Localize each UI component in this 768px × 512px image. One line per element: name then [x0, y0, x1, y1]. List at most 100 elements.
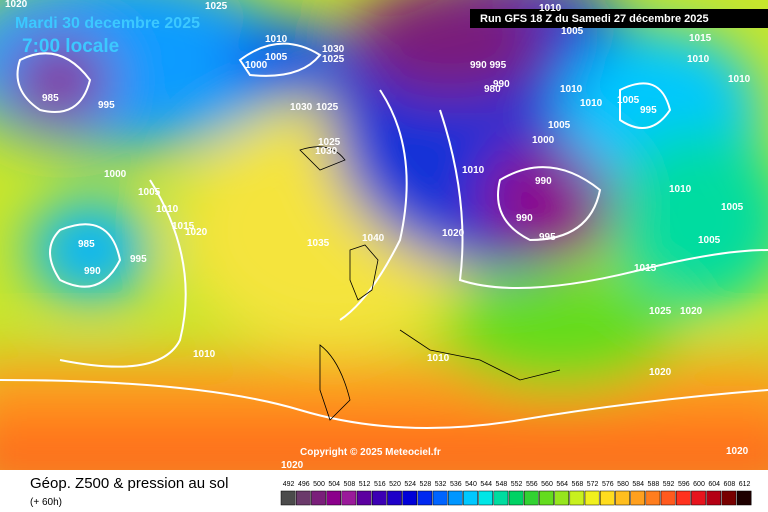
- scale-label: 556: [526, 481, 538, 488]
- scale-swatch: [326, 490, 342, 506]
- isobar-label: 980: [484, 84, 501, 95]
- scale-swatch: [295, 490, 311, 506]
- scale-label: 516: [374, 481, 386, 488]
- map-field: [0, 0, 768, 500]
- scale-label: 524: [404, 481, 416, 488]
- scale-label: 596: [678, 481, 690, 488]
- scale-label: 492: [283, 481, 295, 488]
- scale-swatch: [341, 490, 357, 506]
- scale-swatch: [645, 490, 661, 506]
- color-scale: 492 496 500 504 508 512 516 520 524 528 532 536 540 5…: [280, 481, 752, 506]
- copyright: Copyright © 2025 Meteociel.fr: [300, 447, 441, 458]
- run-info: Run GFS 18 Z du Samedi 27 décembre 2025: [480, 13, 709, 25]
- scale-swatch: [311, 490, 326, 506]
- isobar-label: 990: [535, 176, 552, 187]
- scale-swatch: [539, 490, 554, 506]
- isobar-label: 1010: [580, 98, 603, 109]
- isobar-label: 1025: [316, 102, 339, 113]
- scale-label: 572: [587, 481, 599, 488]
- scale-swatch: [599, 490, 615, 506]
- forecast-date: Mardi 30 decembre 2025: [15, 15, 200, 32]
- scale-swatch: [691, 490, 706, 506]
- isobar-label: 1010: [427, 353, 450, 364]
- scale-swatch: [554, 490, 570, 506]
- legend-title: Géop. Z500 & pression au sol: [30, 475, 228, 492]
- isobar-label: 1020: [649, 367, 672, 378]
- scale-label: 584: [632, 481, 644, 488]
- scale-swatch: [432, 490, 448, 506]
- isobar-label: 1000: [104, 169, 127, 180]
- isobar-label: 1025: [205, 1, 228, 12]
- scale-swatch: [675, 490, 691, 506]
- isobar-label: 1010: [462, 165, 485, 176]
- scale-swatch: [447, 490, 463, 506]
- isobar-label: 1005: [617, 95, 640, 106]
- isobar-label: 1010: [539, 3, 562, 14]
- isobar-label: 1010: [669, 184, 692, 195]
- scale-label: 564: [556, 481, 568, 488]
- scale-label: 500: [313, 481, 325, 488]
- isobar-label: 995: [130, 254, 147, 265]
- isobar-label: 990: [516, 213, 533, 224]
- isobar-label: 990 995: [470, 60, 507, 71]
- scale-swatch: [721, 490, 737, 506]
- scale-label: 520: [389, 481, 401, 488]
- isobar-label: 1035: [307, 238, 330, 249]
- isobar-label: 1020: [5, 0, 28, 10]
- scale-label: 592: [663, 481, 675, 488]
- isobar-label: 1020: [185, 227, 208, 238]
- coastlines: [299, 146, 561, 421]
- isobar-label: 1040: [362, 233, 385, 244]
- scale-label: 536: [450, 481, 462, 488]
- isobar-lines: [0, 42, 768, 429]
- forecast-lead: (+ 60h): [30, 497, 62, 508]
- isobar-label: 1020: [281, 460, 304, 471]
- scale-swatch: [478, 490, 494, 506]
- isobar-label: 990: [493, 79, 510, 90]
- forecast-time: 7:00 locale: [22, 36, 119, 57]
- scale-label: 528: [420, 481, 432, 488]
- isobar-label: 1030: [322, 44, 345, 55]
- scale-label: 612: [739, 481, 751, 488]
- scale-label: 568: [572, 481, 584, 488]
- isobar-label: 1025: [649, 306, 672, 317]
- isobar-label: 1005: [265, 52, 288, 63]
- scale-swatch: [280, 490, 296, 506]
- isobar-label: 1005: [721, 202, 744, 213]
- scale-swatch: [371, 490, 387, 506]
- scale-label: 604: [708, 481, 720, 488]
- scale-label: 552: [511, 481, 523, 488]
- isobar-label: 1005: [548, 120, 571, 131]
- scale-label: 560: [541, 481, 553, 488]
- scale-swatch: [615, 490, 630, 506]
- scale-swatch: [630, 490, 646, 506]
- scale-swatch: [463, 490, 478, 506]
- isobar-label: 1000: [532, 135, 555, 146]
- scale-label: 504: [328, 481, 340, 488]
- isobar-label: 1010: [156, 204, 179, 215]
- isobar-label: 1005: [698, 235, 721, 246]
- scale-label: 544: [480, 481, 492, 488]
- scale-swatch: [584, 490, 600, 506]
- scale-label: 540: [465, 481, 477, 488]
- isobar-label: 1010: [265, 34, 288, 45]
- isobar-label: 1030: [290, 102, 313, 113]
- isobar-label: 985: [42, 93, 59, 104]
- isobar-label: 1010: [687, 54, 710, 65]
- scale-swatch: [523, 490, 539, 506]
- isobar-label: 1005: [561, 26, 584, 37]
- isobar-label: 1000: [245, 60, 268, 71]
- isobar-label: 1030: [315, 146, 338, 157]
- scale-label: 548: [496, 481, 508, 488]
- isobar-label: 1025: [322, 54, 345, 65]
- scale-swatch: [356, 490, 372, 506]
- run-banner: [470, 9, 768, 28]
- scale-swatch: [493, 490, 509, 506]
- isobar-label: 1020: [442, 228, 465, 239]
- scale-label: 508: [344, 481, 356, 488]
- isobar-label: 1020: [680, 306, 703, 317]
- scale-label: 608: [724, 481, 736, 488]
- scale-swatch: [736, 490, 752, 506]
- isobar-label: 990: [84, 266, 101, 277]
